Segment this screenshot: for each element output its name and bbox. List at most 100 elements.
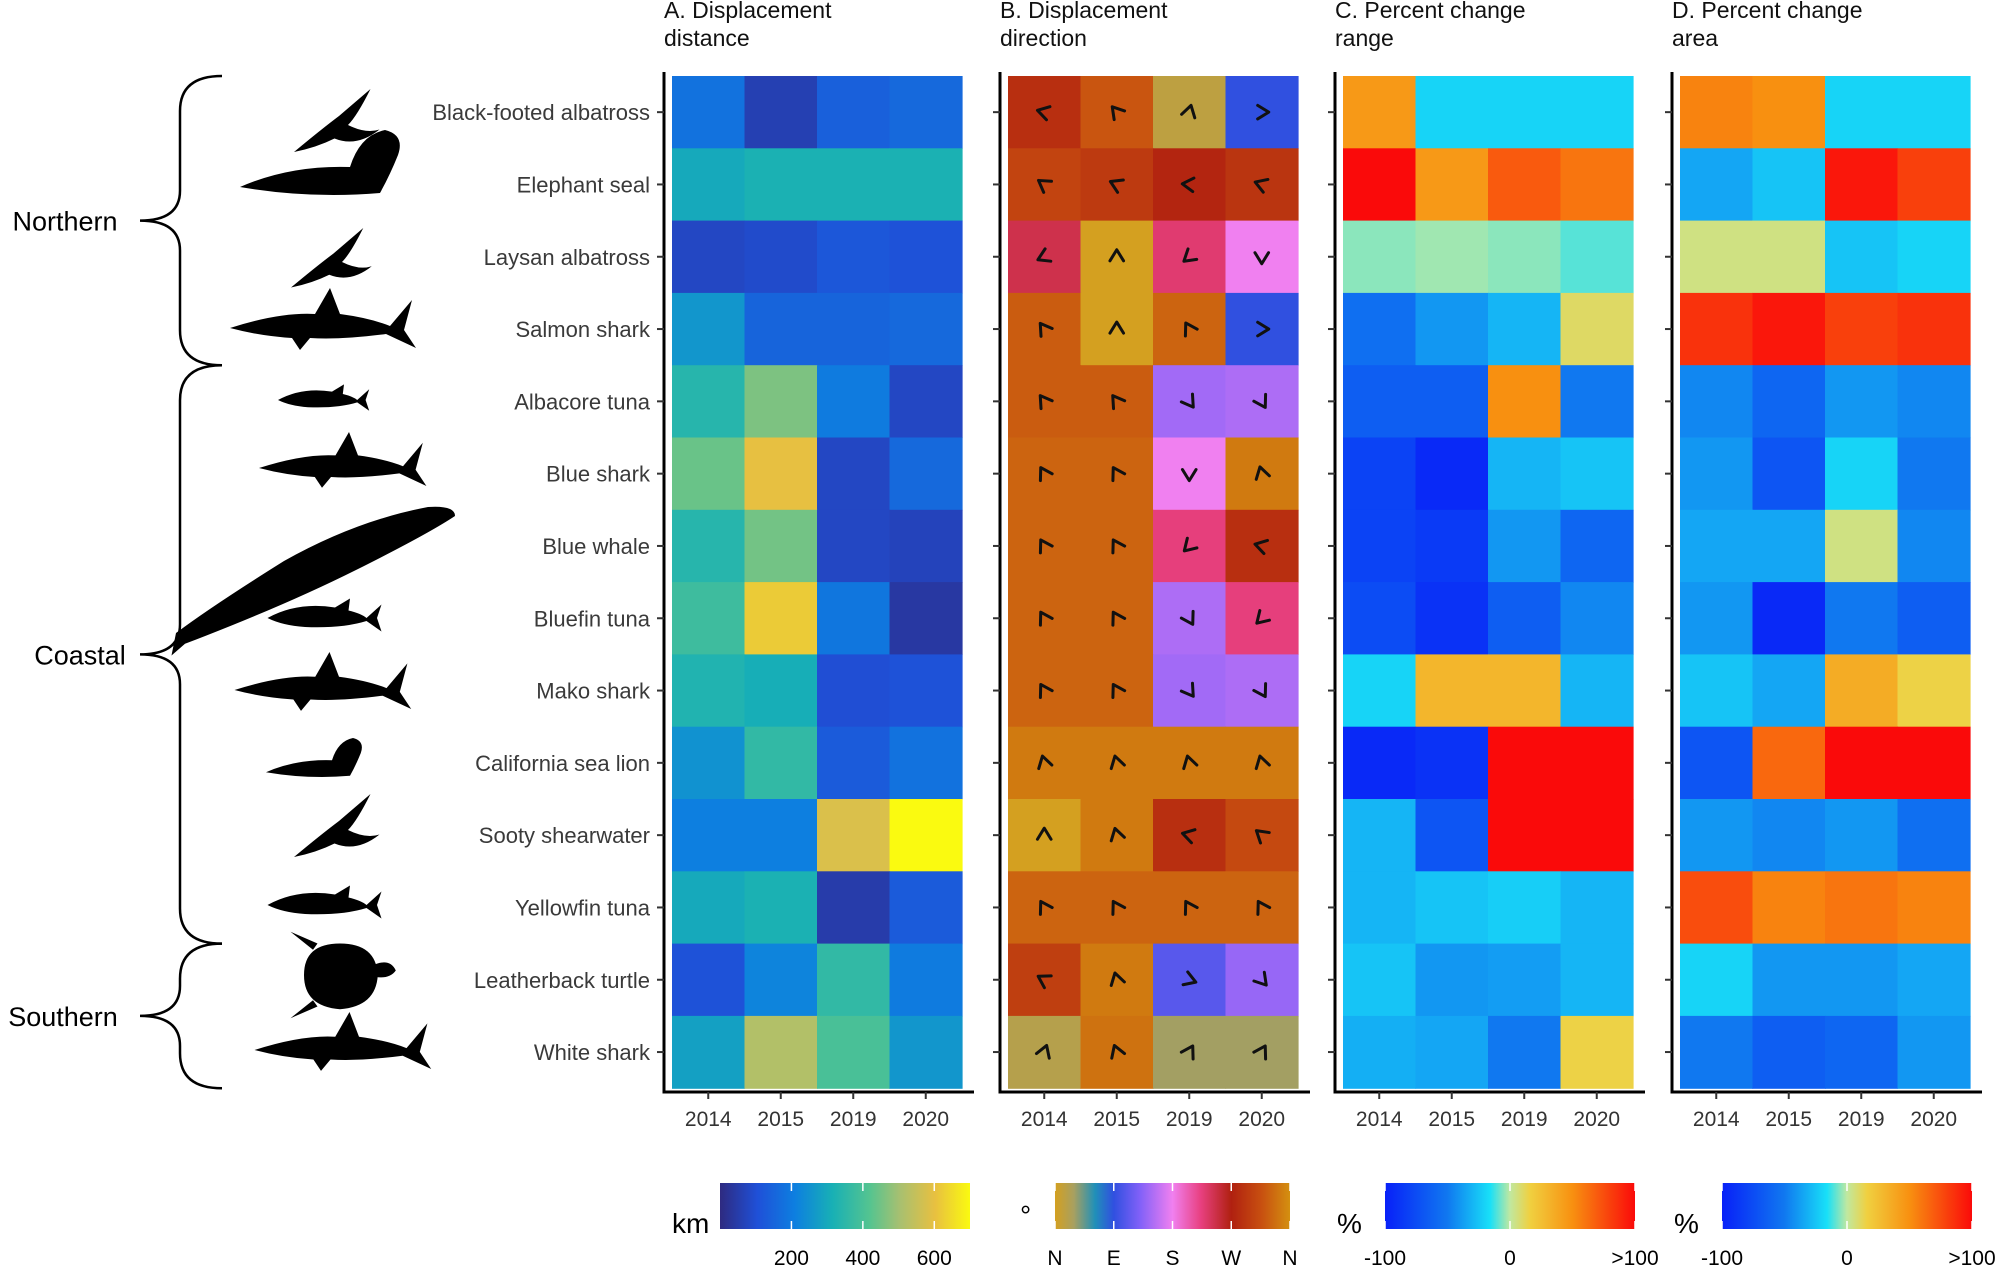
cell-blue-whale-2015 [744,509,818,583]
cell-blue-shark-2020 [1225,437,1299,511]
cell-blue-whale-2015 [1752,509,1826,583]
cell-elephant-seal-2014 [1343,148,1417,222]
cell-black-footed-albatross-2020 [1225,76,1299,149]
cell-elephant-seal-2019 [1488,148,1562,222]
cell-california-sea-lion-2015 [744,726,818,800]
silhouette-blue-shark-icon [259,432,427,488]
species-label-black-footed-albatross: Black-footed albatross [432,100,650,125]
cell-white-shark-2014 [1008,1015,1082,1089]
cell-california-sea-lion-2020 [1560,726,1634,800]
cell-albacore-tuna-2014 [1343,365,1417,439]
cell-sooty-shearwater-2019 [1153,799,1227,872]
cell-black-footed-albatross-2020 [1897,76,1971,149]
cell-bluefin-tuna-2014 [1680,582,1754,655]
direction-arrow [1180,103,1197,120]
cell-white-shark-2015 [744,1015,818,1089]
direction-arrow [1256,103,1271,121]
cell-blue-shark-2020 [1897,437,1971,511]
cell-blue-shark-2020 [1560,437,1634,511]
cell-mako-shark-2019 [1825,654,1899,728]
cell-california-sea-lion-2020 [1225,726,1299,800]
cell-blue-whale-2020 [889,509,963,583]
cell-blue-whale-2014 [1008,509,1082,583]
direction-arrow [1253,177,1270,194]
direction-arrow [1180,176,1196,194]
cell-elephant-seal-2015 [1752,148,1826,222]
species-label-laysan-albatross: Laysan albatross [484,245,650,270]
cell-salmon-shark-2015 [744,292,818,366]
direction-arrow [1108,320,1126,335]
direction-arrow [1179,609,1195,626]
colorbar-tick-label: 600 [917,1247,952,1266]
cell-california-sea-lion-2019 [1488,726,1562,800]
cell-california-sea-lion-2014 [1008,726,1082,800]
cell-salmon-shark-2015 [1752,292,1826,366]
cell-leatherback-turtle-2020 [1897,943,1971,1017]
direction-arrow [1037,754,1054,771]
direction-arrow [1036,974,1053,990]
cell-leatherback-turtle-2020 [1560,943,1634,1017]
cell-salmon-shark-2019 [1825,292,1899,366]
panel-title: B. Displacement [1000,0,1168,23]
x-tick-label-2014: 2014 [1356,1108,1403,1131]
cell-blue-whale-2019 [1825,509,1899,583]
cell-elephant-seal-2014 [1008,148,1082,222]
direction-arrow [1110,105,1127,122]
panel-title: A. Displacement [664,0,832,23]
panel-title: D. Percent change [1672,0,1863,23]
cell-yellowfin-tuna-2019 [1153,871,1227,945]
cell-mako-shark-2014 [672,654,746,728]
cell-albacore-tuna-2015 [1752,365,1826,439]
cell-salmon-shark-2015 [1080,292,1154,366]
cell-yellowfin-tuna-2015 [1752,871,1826,945]
cell-leatherback-turtle-2014 [1008,943,1082,1017]
direction-arrow [1111,682,1127,699]
cell-salmon-shark-2020 [1560,292,1634,366]
cell-laysan-albatross-2014 [672,220,746,294]
cell-white-shark-2019 [1825,1015,1899,1089]
cell-albacore-tuna-2019 [1488,365,1562,439]
cell-blue-shark-2015 [1752,437,1826,511]
colorbar-tick-label: 0 [1504,1247,1516,1266]
cell-california-sea-lion-2019 [1825,726,1899,800]
cell-blue-whale-2020 [1225,509,1299,583]
silhouette-black-footed-albatross-icon [294,89,380,152]
cell-laysan-albatross-2020 [889,220,963,294]
silhouette-sooty-shearwater-icon [294,794,380,857]
silhouette-bluefin-tuna-icon [267,598,382,632]
cell-leatherback-turtle-2015 [744,943,818,1017]
direction-arrow [1111,394,1127,411]
cell-salmon-shark-2015 [1415,292,1489,366]
direction-arrow [1255,609,1271,625]
cell-sooty-shearwater-2019 [817,799,891,872]
cell-blue-shark-2014 [1680,437,1754,511]
cell-elephant-seal-2020 [1897,148,1971,222]
colorbar-unit: % [1674,1208,1699,1239]
cell-yellowfin-tuna-2020 [1225,871,1299,945]
colorbar-c: %-100 0 >100 [1337,1183,1659,1266]
direction-arrow [1254,754,1271,771]
colorbar-tick-label: N [1282,1247,1297,1266]
direction-arrow [1253,538,1269,556]
direction-arrow [1038,394,1054,411]
direction-arrow [1111,466,1127,483]
x-tick-label-2020: 2020 [902,1108,949,1131]
cell-salmon-shark-2014 [1008,292,1082,366]
cell-mako-shark-2014 [1008,654,1082,728]
cell-california-sea-lion-2015 [1080,726,1154,800]
direction-arrow [1252,970,1268,987]
x-tick-label-2014: 2014 [1021,1108,1068,1131]
direction-arrow [1179,681,1195,698]
direction-arrow [1038,682,1054,699]
cell-mako-shark-2020 [1897,654,1971,728]
cell-laysan-albatross-2015 [744,220,818,294]
cell-sooty-shearwater-2015 [1752,799,1826,872]
cell-black-footed-albatross-2019 [1825,76,1899,149]
species-silhouettes [171,89,455,1071]
cell-elephant-seal-2019 [1153,148,1227,222]
x-tick-label-2019: 2019 [1501,1108,1548,1131]
cell-laysan-albatross-2020 [1560,220,1634,294]
cell-yellowfin-tuna-2020 [1560,871,1634,945]
